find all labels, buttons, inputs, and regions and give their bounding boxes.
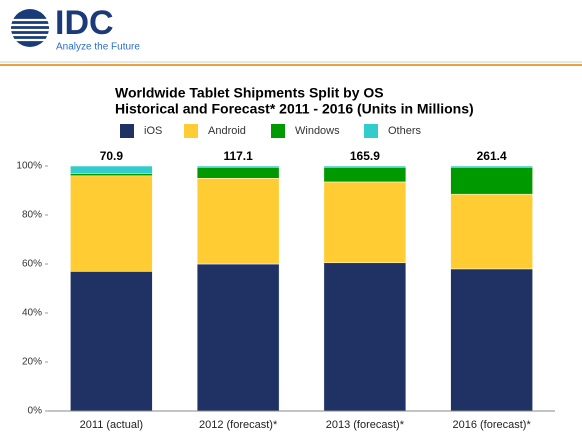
- bar-segment: [450, 166, 533, 195]
- bar-segment: [70, 173, 153, 177]
- logo-text: IDC: [55, 4, 114, 42]
- logo-globe: [11, 9, 49, 47]
- legend-swatch: [120, 124, 134, 138]
- legend-swatch: [364, 124, 378, 138]
- bar-total: 261.4: [477, 149, 507, 163]
- bar-segment: [450, 165, 533, 168]
- legend-swatch: [271, 124, 285, 138]
- bar-segment: [450, 193, 533, 270]
- bar-total: 117.1: [223, 149, 253, 163]
- y-tick-label: 60%: [22, 259, 42, 270]
- bar-segment: [323, 166, 407, 183]
- legend-label: Others: [388, 125, 422, 137]
- bar-segment: [323, 165, 407, 168]
- legend-label: iOS: [144, 125, 162, 137]
- bar-segment: [196, 178, 280, 265]
- x-tick-label: 2012 (forecast)*: [199, 419, 278, 431]
- x-tick-label: 2011 (actual): [80, 419, 143, 431]
- logo-tagline: Analyze the Future: [56, 42, 140, 53]
- logo: IDC Analyze the Future: [11, 4, 140, 53]
- logo-stripes: [11, 18, 49, 42]
- legend-swatch: [184, 124, 198, 138]
- bar-segment: [323, 262, 407, 412]
- y-tick-label: 40%: [22, 308, 42, 319]
- bar-segment: [196, 166, 280, 179]
- y-tick-label: 20%: [22, 357, 42, 368]
- bar-total: 165.9: [350, 149, 380, 163]
- x-tick-label: 2013 (forecast)*: [326, 419, 405, 431]
- chart-title: Worldwide Tablet Shipments Split by OS: [115, 85, 384, 101]
- bar-segment: [450, 268, 533, 412]
- y-tick-label: 0%: [28, 406, 43, 417]
- bar-segment: [323, 181, 407, 264]
- legend-label: Android: [208, 125, 246, 137]
- chart-subtitle: Historical and Forecast* 2011 - 2016 (Un…: [115, 101, 474, 117]
- bar-segment: [70, 165, 153, 174]
- bar-segment: [196, 165, 280, 168]
- bar-segment: [196, 263, 280, 412]
- bar-total: 70.9: [100, 149, 124, 163]
- y-tick-label: 80%: [22, 210, 42, 221]
- bar-segment: [70, 271, 153, 412]
- bar-segment: [70, 175, 153, 272]
- legend-label: Windows: [295, 125, 340, 137]
- y-tick-label: 100%: [16, 161, 42, 172]
- x-tick-label: 2016 (forecast)*: [452, 419, 531, 431]
